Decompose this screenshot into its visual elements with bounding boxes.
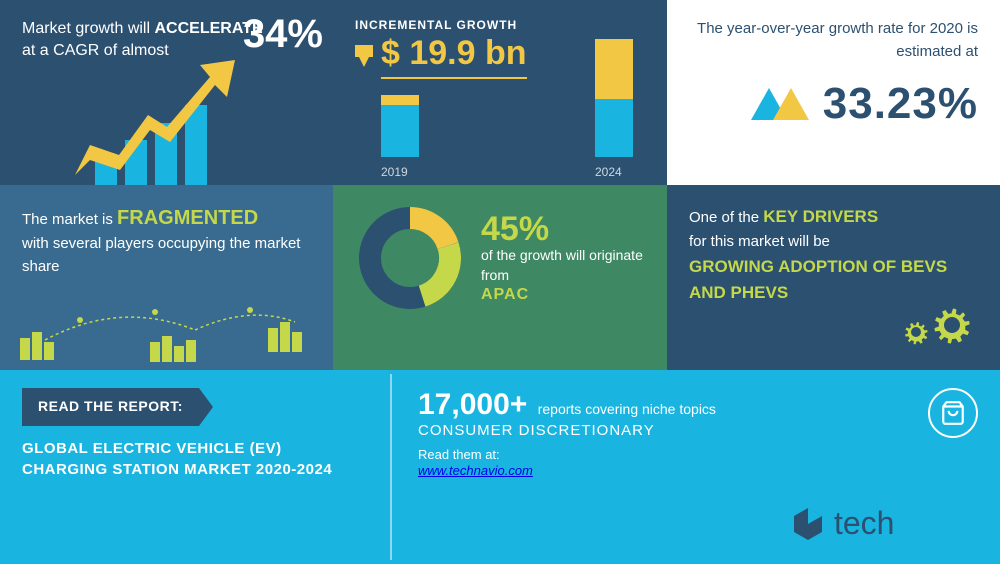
panel-yoy: The year-over-year growth rate for 2020 … xyxy=(667,0,1000,185)
bar-arrow-graphic xyxy=(95,55,315,185)
donut-chart xyxy=(355,203,465,313)
panel-drivers: One of the KEY DRIVERS for this market w… xyxy=(667,185,1000,370)
panel-incremental: INCREMENTAL GROWTH $ 19.9 bn 2019 2024 xyxy=(333,0,667,185)
year-label: 2019 xyxy=(381,165,408,179)
count-value: 17,000+ xyxy=(418,388,527,421)
label: INCREMENTAL GROWTH xyxy=(355,18,527,32)
read-label: READ THE REPORT: xyxy=(22,388,199,426)
yoy-text: The year-over-year growth rate for 2020 … xyxy=(689,18,978,63)
text: of the growth will originate from xyxy=(481,246,645,285)
bag-icon xyxy=(928,388,978,438)
apac-text: 45% of the growth will originate from AP… xyxy=(481,212,645,303)
url-link[interactable]: www.technavio.com xyxy=(418,463,533,478)
count-suffix: reports covering niche topics xyxy=(538,401,716,417)
year-label: 2024 xyxy=(595,165,622,179)
city-icon xyxy=(0,290,333,380)
label: READ THE REPORT: xyxy=(38,398,183,414)
logo-icon xyxy=(790,506,826,542)
yoy-value-row: 33.23% xyxy=(689,79,978,129)
text: One of the xyxy=(689,209,763,226)
category: CONSUMER DISCRETIONARY xyxy=(418,422,974,439)
cagr-value: 34% xyxy=(243,12,323,57)
info-section: 17,000+ reports covering niche topics CO… xyxy=(392,370,1000,564)
region: APAC xyxy=(481,286,645,304)
text: Market growth will xyxy=(22,20,154,37)
two-bar-chart: 2019 2024 xyxy=(333,55,667,185)
text: The market is xyxy=(22,211,117,228)
fragmented-text: The market is FRAGMENTED with several pl… xyxy=(22,203,311,278)
infographic: Market growth will ACCELERATE at a CAGR … xyxy=(0,0,1000,564)
percent-value: 45% xyxy=(481,212,645,246)
accent-word: KEY DRIVERS xyxy=(763,207,878,226)
bottom-bar: READ THE REPORT: GLOBAL ELECTRIC VEHICLE… xyxy=(0,370,1000,564)
report-title: GLOBAL ELECTRIC VEHICLE (EV) CHARGING ST… xyxy=(22,438,368,480)
text: for this market will be xyxy=(689,233,830,250)
panel-fragmented: The market is FRAGMENTED with several pl… xyxy=(0,185,333,370)
bar-2019 xyxy=(381,95,419,157)
triangles-icon xyxy=(751,88,809,120)
report-count-row: 17,000+ reports covering niche topics xyxy=(418,388,974,422)
text: with several players occupying the marke… xyxy=(22,235,300,275)
technavio-logo: technavio xyxy=(790,505,978,542)
arrow-up-icon xyxy=(75,55,295,185)
panel-apac: 45% of the growth will originate from AP… xyxy=(333,185,667,370)
logo-text: technavio xyxy=(834,505,978,542)
panel-cagr: Market growth will ACCELERATE at a CAGR … xyxy=(0,0,333,185)
yoy-value: 33.23% xyxy=(823,79,978,129)
report-box: READ THE REPORT: GLOBAL ELECTRIC VEHICLE… xyxy=(0,370,390,564)
gears-icon xyxy=(902,288,982,358)
accent-word: FRAGMENTED xyxy=(117,207,258,229)
read-text: Read them at: xyxy=(418,447,974,462)
bar-2024 xyxy=(595,39,633,157)
